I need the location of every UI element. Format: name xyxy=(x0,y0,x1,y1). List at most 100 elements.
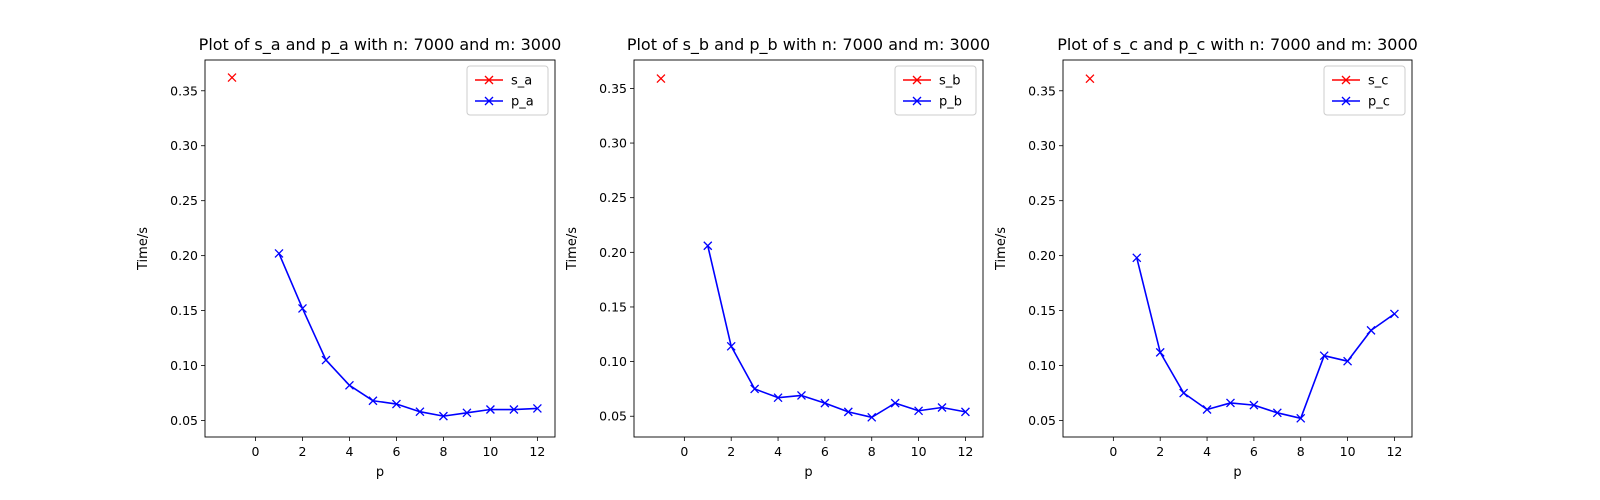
data-point-p_a xyxy=(321,355,331,365)
data-point-p_c xyxy=(1343,356,1353,366)
legend-entry-s_a: s_a xyxy=(475,74,532,89)
x-tick-label: 10 xyxy=(1340,444,1356,459)
data-point-p_a-stroke-2 xyxy=(532,403,542,413)
data-point-p_b-stroke-2 xyxy=(937,403,947,412)
data-point-s_c xyxy=(1085,74,1095,84)
y-tick-label: 0.05 xyxy=(170,413,198,428)
x-tick-label: 8 xyxy=(439,444,447,459)
y-tick-label: 0.35 xyxy=(1028,83,1056,98)
data-point-p_c xyxy=(1366,325,1376,335)
legend: s_a p_a xyxy=(466,65,549,116)
axes-frame xyxy=(1062,59,1413,438)
data-point-p_c xyxy=(1389,309,1399,319)
x-tick-label: 0 xyxy=(1109,444,1117,459)
x-axis-label: p xyxy=(376,465,384,480)
chart-panel-b: Plot of s_b and p_b with n: 7000 and m: … xyxy=(565,35,990,480)
series-s_c xyxy=(1085,74,1095,84)
y-tick-label: 0.30 xyxy=(170,138,198,153)
y-axis-label: Time/s xyxy=(565,227,580,271)
y-tick-label: 0.10 xyxy=(599,354,627,369)
data-point-p_b xyxy=(914,406,924,416)
x-tick-label: 2 xyxy=(727,444,735,459)
data-point-p_b xyxy=(960,407,970,417)
data-point-p_c xyxy=(1155,347,1165,357)
y-tick-label: 0.30 xyxy=(1028,138,1056,153)
legend-label: s_b xyxy=(939,74,961,89)
data-point-p_c-stroke-2 xyxy=(1389,309,1399,319)
legend-entry-s_b: s_b xyxy=(903,74,961,89)
series-p_a xyxy=(274,248,542,421)
data-point-p_a xyxy=(509,405,519,414)
legend-label: p_a xyxy=(511,95,534,110)
data-point-p_a xyxy=(462,408,472,418)
data-point-p_c-stroke-2 xyxy=(1319,351,1329,361)
x-tick-label: 2 xyxy=(1156,444,1164,459)
data-point-p_a-stroke-2 xyxy=(368,396,378,406)
x-axis-label: p xyxy=(804,465,812,480)
y-tick-label: 0.20 xyxy=(170,248,198,263)
x-tick-label: 8 xyxy=(1297,444,1305,459)
x-tick-label: 4 xyxy=(1203,444,1211,459)
data-point-p_c-stroke-2 xyxy=(1296,413,1306,423)
y-tick-label: 0.25 xyxy=(170,193,198,208)
data-point-p_a-stroke-2 xyxy=(391,399,401,409)
data-point-p_c xyxy=(1179,388,1189,398)
data-point-p_b-stroke-2 xyxy=(703,241,713,251)
data-point-p_b-stroke-2 xyxy=(960,407,970,417)
series-s_a xyxy=(227,73,237,83)
chart-title: Plot of s_c and p_c with n: 7000 and m: … xyxy=(1057,35,1418,55)
chart-title: Plot of s_a and p_a with n: 7000 and m: … xyxy=(199,35,562,55)
legend-marker-stroke-2 xyxy=(912,75,922,85)
data-point-p_a xyxy=(415,407,425,417)
x-tick-label: 12 xyxy=(957,444,973,459)
data-point-p_c xyxy=(1296,413,1306,423)
legend-marker xyxy=(912,96,922,106)
data-point-p_c xyxy=(1249,400,1259,410)
legend: s_c p_c xyxy=(1323,65,1406,116)
series-p_b xyxy=(703,241,970,422)
y-tick-label: 0.25 xyxy=(1028,193,1056,208)
axes-frame xyxy=(633,59,984,438)
data-point-p_a xyxy=(391,399,401,409)
data-point-p_b xyxy=(890,398,900,408)
chart-panel-c: Plot of s_c and p_c with n: 7000 and m: … xyxy=(994,35,1418,480)
series-line-p_b xyxy=(707,245,966,419)
x-tick-label: 10 xyxy=(911,444,927,459)
y-axis-label: Time/s xyxy=(994,227,1009,271)
legend-marker-stroke-2 xyxy=(912,96,922,106)
data-point-s_a-stroke-2 xyxy=(227,73,237,83)
data-point-p_a-stroke-2 xyxy=(345,380,354,390)
data-point-p_b xyxy=(703,241,713,251)
legend-label: s_c xyxy=(1368,74,1388,89)
data-point-p_c xyxy=(1226,398,1235,408)
series-s_b xyxy=(656,74,666,84)
y-tick-label: 0.15 xyxy=(1028,303,1056,318)
legend-marker-stroke-2 xyxy=(484,96,494,106)
x-tick-label: 4 xyxy=(345,444,353,459)
x-tick-label: 12 xyxy=(529,444,545,459)
data-point-p_b xyxy=(750,384,760,394)
legend-label: p_b xyxy=(939,95,962,110)
data-point-p_c xyxy=(1272,408,1282,418)
series-p_c xyxy=(1132,253,1399,423)
data-point-p_c-stroke-2 xyxy=(1202,405,1212,414)
y-tick-label: 0.20 xyxy=(599,245,627,260)
y-tick-label: 0.35 xyxy=(599,81,627,96)
legend-marker-stroke-2 xyxy=(484,75,494,85)
data-point-p_a xyxy=(345,380,354,390)
legend-marker-stroke-2 xyxy=(1341,96,1351,106)
x-tick-label: 6 xyxy=(392,444,400,459)
data-point-p_b-stroke-2 xyxy=(773,393,783,403)
y-tick-label: 0.15 xyxy=(170,303,198,318)
legend-marker xyxy=(912,75,922,85)
data-point-p_b xyxy=(937,403,947,412)
data-point-s_c-stroke-2 xyxy=(1085,74,1095,84)
x-tick-label: 0 xyxy=(680,444,688,459)
y-axis-label: Time/s xyxy=(136,227,151,271)
data-point-p_b-stroke-2 xyxy=(726,341,736,351)
y-tick-label: 0.25 xyxy=(599,190,627,205)
legend-marker xyxy=(484,96,494,106)
legend-entry-p_b: p_b xyxy=(903,95,962,110)
legend-box xyxy=(1323,65,1406,116)
